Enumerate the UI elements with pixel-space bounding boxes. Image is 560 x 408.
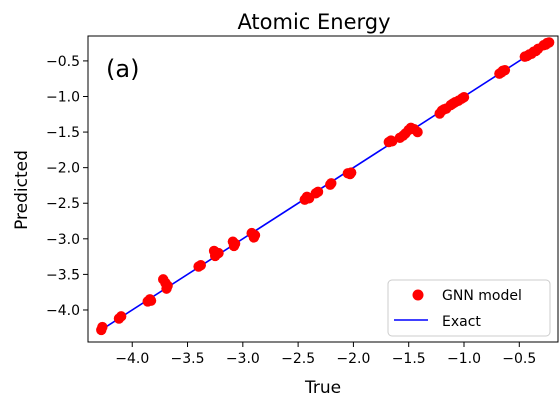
y-tick-label: −2.5 xyxy=(46,196,80,212)
y-axis-title: Predicted xyxy=(12,150,32,230)
data-point xyxy=(213,247,224,259)
y-axis-ticks: −4.0 −3.5 −3.0 −2.5 −2.0 −1.5 −1.0 −0.5 xyxy=(46,54,88,319)
axes-frame xyxy=(87,35,559,343)
panel-label: (a) xyxy=(106,55,139,83)
y-tick-label: −1.0 xyxy=(46,89,80,105)
x-tick-label: −3.5 xyxy=(171,351,205,367)
legend-exact-label: Exact xyxy=(442,314,481,330)
y-tick-label: −0.5 xyxy=(46,54,80,70)
y-tick-label: −1.5 xyxy=(46,125,80,141)
data-point xyxy=(326,178,337,189)
x-tick-label: −1.5 xyxy=(392,351,426,367)
y-tick-label: −3.5 xyxy=(46,267,80,283)
x-axis-title: True xyxy=(304,378,341,398)
x-axis-ticks: −4.0 −3.5 −3.0 −2.5 −2.0 −1.5 −1.0 −0.5 xyxy=(115,342,536,367)
x-tick-label: −2.0 xyxy=(336,351,370,367)
y-tick-label: −4.0 xyxy=(46,303,80,319)
x-tick-label: −3.0 xyxy=(226,351,260,367)
x-tick-label: −4.0 xyxy=(115,351,149,367)
data-point xyxy=(249,230,261,241)
x-tick-label: −1.0 xyxy=(447,351,481,367)
data-point xyxy=(543,37,555,48)
data-point xyxy=(312,186,324,198)
scatter-points-layer xyxy=(96,37,555,336)
legend-gnn-marker xyxy=(412,289,424,301)
data-point xyxy=(195,259,206,271)
data-point xyxy=(412,126,423,138)
x-tick-label: −0.5 xyxy=(502,351,536,367)
data-point xyxy=(115,311,127,322)
data-point xyxy=(145,295,157,306)
data-point xyxy=(346,167,357,178)
legend-box xyxy=(387,279,551,337)
y-tick-label: −3.0 xyxy=(46,232,80,248)
plot-area xyxy=(87,35,559,343)
data-point xyxy=(458,92,470,103)
legend-gnn-label: GNN model xyxy=(442,288,522,304)
legend: GNN model Exact xyxy=(387,279,551,337)
chart-title: Atomic Energy xyxy=(237,10,390,34)
exact-line xyxy=(98,40,551,332)
data-point xyxy=(499,64,511,76)
x-tick-label: −2.5 xyxy=(281,351,315,367)
data-point xyxy=(229,238,241,249)
y-tick-label: −2.0 xyxy=(46,161,80,177)
data-point xyxy=(97,321,108,333)
data-point xyxy=(386,136,398,147)
exact-line-layer xyxy=(98,40,551,332)
data-point xyxy=(162,280,173,291)
